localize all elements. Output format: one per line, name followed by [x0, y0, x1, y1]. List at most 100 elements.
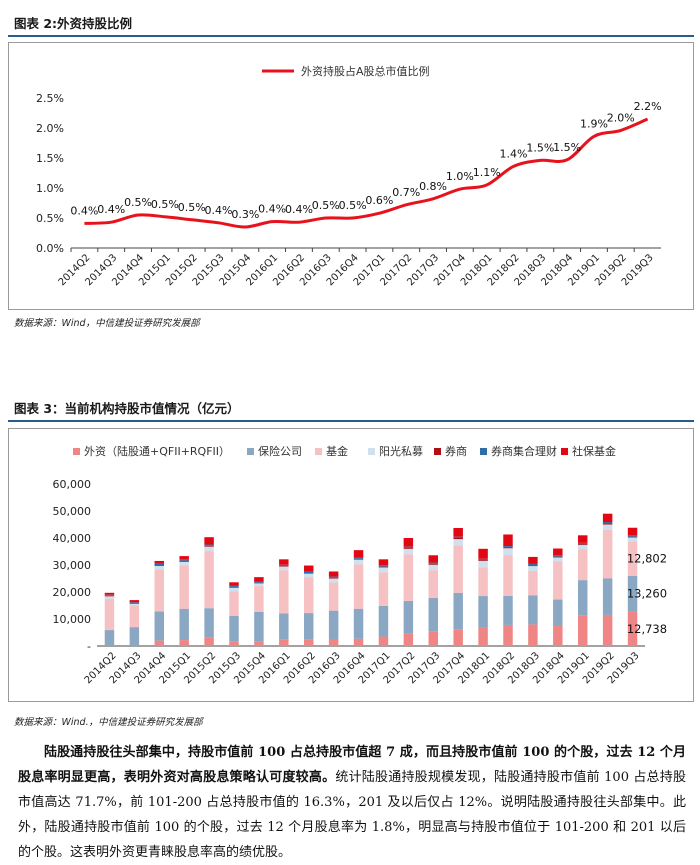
fig2-data-label: 0.4%: [258, 203, 286, 216]
fig3-legend-label: 券商集合理财: [491, 444, 557, 458]
fig3-bar-segment: [229, 585, 239, 587]
fig2-data-label: 0.4%: [205, 204, 233, 217]
fig3-bar-segment: [478, 548, 488, 559]
fig3-bar-segment: [154, 611, 165, 641]
fig3-bar-segment: [577, 535, 588, 543]
fig3-bar-segment: [229, 587, 239, 592]
fig3-bar-segment: [254, 611, 264, 642]
fig3-bar-segment: [204, 637, 214, 646]
fig3-bar-segment: [353, 557, 364, 559]
fig3-bar-segment: [602, 513, 613, 523]
fig3-legend-label: 保险公司: [258, 444, 302, 458]
fig3-y-tick-label: 20,000: [53, 586, 92, 599]
fig3-bar-segment: [378, 567, 389, 573]
fig3-top-rule: [8, 420, 694, 422]
fig3-bar-segment: [453, 545, 463, 593]
fig3-bar-segment: [503, 595, 513, 625]
fig3-bar-segment: [627, 541, 638, 576]
fig3-bar-segment: [577, 544, 588, 546]
fig3-bar-segment: [254, 641, 264, 646]
fig2-legend-label: 外资持股占A股总市值比例: [301, 64, 430, 78]
fig3-bar-segment: [553, 557, 563, 562]
fig3-bar-segment: [129, 605, 140, 628]
fig3-bar-segment: [154, 569, 165, 612]
fig3-bar-segment: [154, 640, 165, 646]
fig3-legend-swatch: [73, 448, 80, 455]
fig3-bar-segment: [478, 596, 488, 628]
fig2-data-label: 0.5%: [312, 199, 340, 212]
fig3-bar-segment: [229, 586, 239, 588]
fig2-source: 数据来源：Wind，中信建投证券研究发展部: [14, 318, 200, 329]
fig3-y-tick-label: -: [87, 640, 91, 653]
fig3-bar-segment: [328, 582, 339, 611]
fig3-bar-segment: [478, 567, 488, 597]
fig3-bar-segment: [154, 565, 165, 570]
fig3-bar-segment: [503, 555, 513, 596]
fig3-bar-segment: [602, 614, 613, 646]
fig3-bar-segment: [328, 610, 339, 639]
fig3-bar-segment: [353, 608, 364, 639]
fig3-chart-frame: 外资（陆股通+QFII+RQFII） 保险公司 基金 阳光私募 券商 券商集合理财 社保基金…: [8, 428, 694, 702]
fig3-bar-segment: [503, 624, 513, 646]
fig3-bar-segment: [279, 566, 289, 571]
fig3-bar-segment: [428, 631, 439, 646]
fig3-bar-segment: [403, 633, 414, 646]
fig3-annotation-fund: 12,802: [627, 552, 667, 566]
fig3-bar-segment: [553, 548, 563, 556]
fig3-annotation-insurance: 13,260: [627, 587, 667, 601]
fig2-series-line: [84, 117, 649, 229]
fig2-line-chart: 外资持股占A股总市值比例0.0%0.5%1.0%1.5%2.0%2.5%2014…: [36, 64, 662, 288]
fig3-bar-segment: [453, 539, 463, 546]
fig3-bar-segment: [204, 546, 214, 552]
fig3-bar-segment: [328, 571, 339, 577]
fig3-bar-segment: [254, 581, 264, 583]
fig3-bar-segment: [179, 556, 189, 560]
fig2-y-tick-label: 0.0%: [36, 242, 64, 255]
fig3-bar-segment: [528, 566, 538, 571]
fig3-bar-segment: [229, 582, 239, 586]
fig3-bar-segment: [577, 542, 588, 545]
fig3-bar-segment: [129, 602, 140, 604]
fig3-bar-segment: [179, 565, 189, 609]
fig2-data-label: 1.0%: [446, 170, 474, 183]
fig3-bar-segment: [104, 592, 115, 595]
fig3-bar-segment: [129, 603, 140, 606]
fig3-bar-segment: [453, 629, 463, 646]
fig3-bar-segment: [453, 528, 463, 537]
fig3-bar-segment: [403, 554, 414, 601]
fig3-legend-label: 基金: [326, 444, 348, 458]
fig3-bar-segment: [353, 564, 364, 609]
fig3-y-tick-label: 50,000: [53, 505, 92, 518]
fig3-bar-segment: [204, 544, 214, 546]
fig3-bar-segment: [303, 573, 314, 574]
fig3-legend-swatch: [247, 448, 254, 455]
fig3-bar-segment: [627, 536, 638, 538]
fig2-y-tick-label: 2.5%: [36, 92, 64, 105]
fig3-bar-segment: [403, 547, 414, 549]
fig3-bar-segment: [627, 527, 638, 536]
fig3-bar-segment: [254, 583, 264, 587]
fig3-bar-segment: [553, 626, 563, 646]
fig3-caption: 图表 3：当前机构持股市值情况（亿元）: [14, 401, 240, 416]
fig3-legend-label: 阳光私募: [379, 444, 423, 458]
fig3-bar-segment: [428, 570, 439, 598]
fig3-bar-segment: [303, 565, 314, 572]
fig3-bar-segment: [328, 577, 339, 579]
fig3-y-tick-label: 30,000: [53, 559, 92, 572]
fig2-chart-frame: 外资持股占A股总市值比例 0.0% 0.5% 1.0% 1.5% 2.0% 2.5% 2014…: [8, 42, 694, 310]
fig3-bar-segment: [303, 573, 314, 578]
fig3-bar-segment: [303, 613, 314, 640]
fig3-bar-segment: [229, 641, 239, 646]
fig3-bar-segment: [428, 562, 439, 564]
fig3-bar-segment: [503, 546, 513, 548]
fig2-data-label: 0.8%: [419, 180, 447, 193]
fig3-bar-segment: [602, 578, 613, 615]
fig2-data-label: 0.5%: [178, 201, 206, 214]
fig2-data-label: 0.6%: [365, 194, 393, 207]
fig2-data-label: 0.3%: [231, 208, 259, 221]
fig3-bar-segment: [553, 561, 563, 600]
fig3-y-tick-label: 40,000: [53, 532, 92, 545]
fig2-y-tick-label: 1.0%: [36, 182, 64, 195]
fig3-bar-segment: [453, 536, 463, 538]
fig3-legend-label: 社保基金: [572, 444, 616, 458]
